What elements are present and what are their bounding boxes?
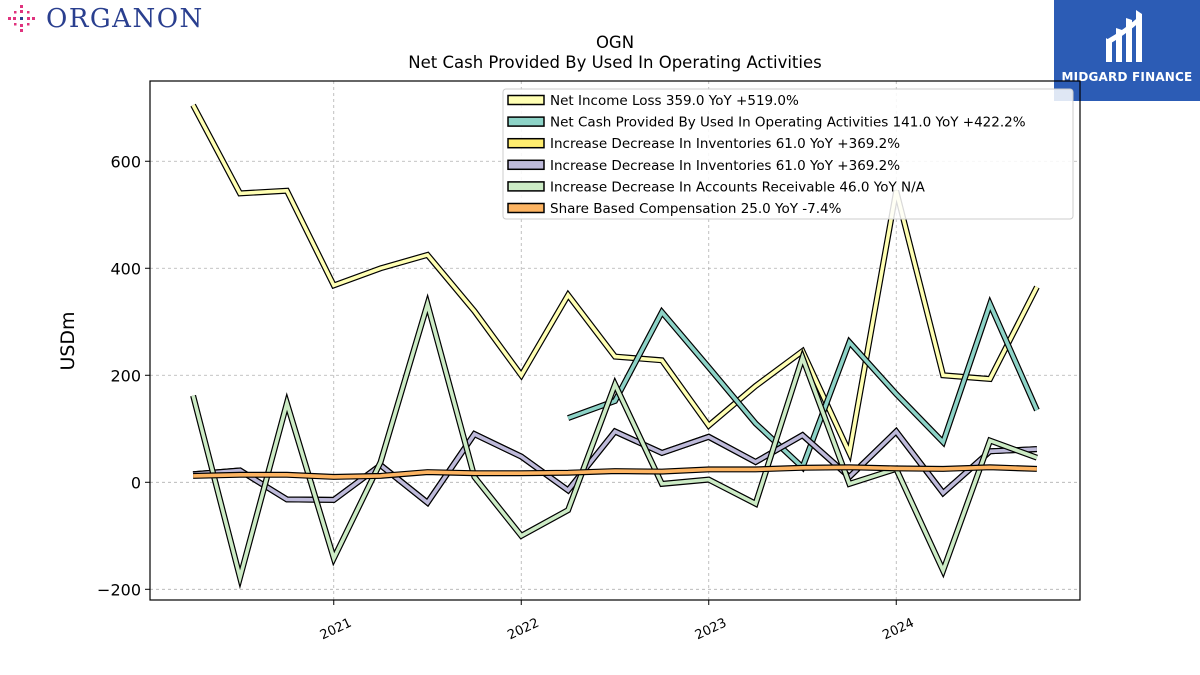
midgard-finance-logo-text: MIDGARD FINANCE [1061, 70, 1193, 84]
legend-label: Increase Decrease In Accounts Receivable… [550, 179, 926, 195]
legend-label: Increase Decrease In Inventories 61.0 Yo… [550, 158, 900, 174]
chart-subtitle: Net Cash Provided By Used In Operating A… [408, 53, 821, 72]
series-line [193, 465, 1037, 479]
organon-logo-text: ORGANON [46, 4, 204, 34]
midgard-mark-icon [1106, 10, 1142, 62]
y-tick-label: 600 [110, 152, 141, 171]
legend-item: Increase Decrease In Inventories 61.0 Yo… [507, 136, 900, 152]
y-tick-label: 400 [110, 259, 141, 278]
legend-box [502, 88, 1074, 220]
series-5 [190, 293, 1038, 590]
x-tick-label: 2023 [693, 616, 729, 644]
x-tick-label: 2024 [880, 616, 916, 644]
axes: −200 0 200 400 600 2021 2022 2023 2024 [97, 152, 917, 643]
legend-swatch [507, 181, 545, 192]
legend-swatch [507, 202, 545, 214]
series-line [192, 428, 1037, 506]
series-line [191, 297, 1038, 585]
series-line-outline [190, 293, 1038, 590]
legend-item: Net Income Loss 359.0 YoY +519.0% [507, 93, 799, 109]
legend-swatch [507, 137, 545, 149]
plot-area-frame [149, 80, 1081, 601]
y-tick-label: 200 [110, 366, 141, 385]
legend-label: Increase Decrease In Inventories 61.0 Yo… [550, 136, 900, 152]
legend-item: Share Based Compensation 25.0 YoY -7.4% [507, 201, 842, 217]
legend-swatch [507, 94, 545, 106]
y-axis-label: USDm [57, 311, 79, 370]
series-6 [193, 464, 1038, 480]
legend-swatch [507, 159, 545, 171]
y-tick-label: −200 [97, 580, 141, 599]
legend-swatch [507, 116, 545, 127]
organon-logo: ORGANON [0, 0, 230, 42]
midgard-finance-logo: MIDGARD FINANCE [1054, 0, 1200, 101]
chart-title: OGN [596, 33, 634, 52]
y-tick-label: 0 [131, 473, 141, 492]
x-tick-label: 2021 [318, 616, 354, 644]
legend-label: Net Cash Provided By Used In Operating A… [550, 115, 1026, 131]
x-tick-label: 2022 [505, 616, 541, 644]
series-4 [192, 426, 1038, 507]
legend-item: Increase Decrease In Inventories 61.0 Yo… [507, 158, 900, 174]
legend-label: Net Income Loss 359.0 YoY +519.0% [550, 93, 799, 109]
legend-item: Net Cash Provided By Used In Operating A… [507, 115, 1026, 131]
legend-item: Increase Decrease In Accounts Receivable… [507, 179, 926, 195]
organon-mark-icon [8, 5, 35, 32]
legend-label: Share Based Compensation 25.0 YoY -7.4% [550, 201, 842, 217]
legend: Net Income Loss 359.0 YoY +519.0% Net Cas… [502, 88, 1074, 220]
